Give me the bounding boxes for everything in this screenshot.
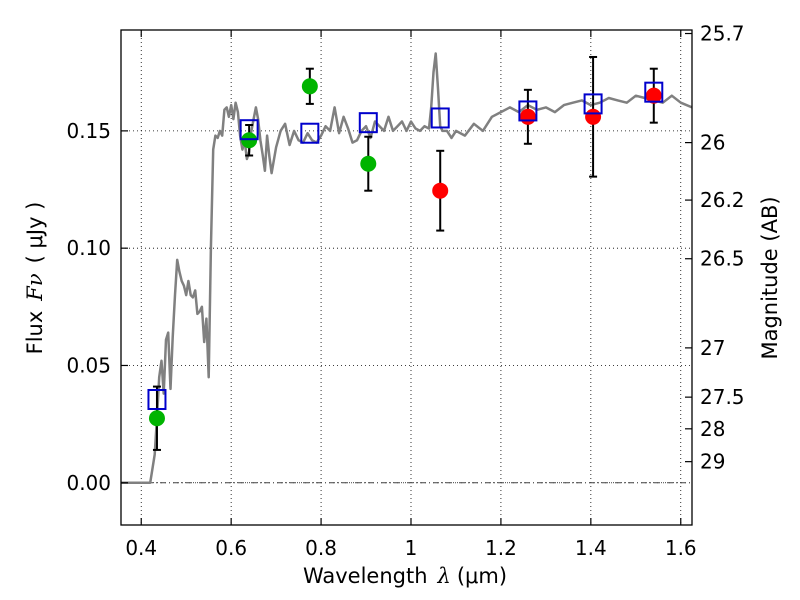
grid-lines bbox=[121, 30, 692, 525]
x-tick-label: 0.4 bbox=[125, 536, 157, 560]
x-axis-label-text: Wavelength bbox=[303, 564, 428, 588]
y-tick-label: 0.05 bbox=[66, 353, 111, 377]
green-data-point bbox=[360, 155, 377, 172]
x-axis-symbol: λ bbox=[437, 564, 451, 588]
x-tick-label: 0.8 bbox=[305, 536, 337, 560]
model-photometry-box bbox=[300, 122, 320, 144]
red-data-point bbox=[519, 108, 536, 125]
red-data-point bbox=[432, 182, 449, 199]
y-tick-label: 0.10 bbox=[66, 236, 111, 260]
y-axis-symbol: Fν bbox=[23, 273, 47, 302]
x-axis-unit: (μm) bbox=[457, 564, 507, 588]
x-tick-label: 1.6 bbox=[665, 536, 697, 560]
green-data-point bbox=[301, 78, 318, 95]
right-tick-label: 29 bbox=[700, 450, 725, 474]
right-tick-label: 26.2 bbox=[700, 188, 745, 212]
red-data-point bbox=[585, 108, 602, 125]
model-spectrum bbox=[121, 52, 692, 485]
x-tick-label: 0.6 bbox=[215, 536, 247, 560]
axis-ticks: 0.4 0.6 0.8 1 1.2 1.4 1.6 0.00 0.05 0.10 0.15 25.7 2… bbox=[66, 22, 744, 560]
model-photometry-box bbox=[583, 93, 603, 115]
right-axis-label: Magnitude (AB) bbox=[758, 196, 782, 359]
x-tick-label: 1.4 bbox=[575, 536, 607, 560]
model-photometry-box bbox=[518, 100, 538, 122]
y-axis-label-text: Flux bbox=[23, 311, 47, 355]
right-tick-label: 25.7 bbox=[700, 22, 745, 46]
model-photometry-box bbox=[239, 119, 259, 141]
right-tick-label: 26 bbox=[700, 131, 725, 155]
model-spectrum-line bbox=[121, 52, 692, 485]
right-tick-label: 27.5 bbox=[700, 385, 745, 409]
right-tick-label: 27 bbox=[700, 336, 725, 360]
y-tick-label: 0.15 bbox=[66, 119, 111, 143]
x-tick-label: 1 bbox=[405, 536, 418, 560]
plot-frame bbox=[120, 29, 693, 526]
red-data-point bbox=[645, 87, 662, 104]
green-data-point bbox=[148, 410, 165, 427]
model-photometry-box bbox=[430, 107, 450, 129]
model-photometry-boxes bbox=[147, 81, 664, 410]
x-axis-label: Wavelength λ (μm) bbox=[303, 564, 507, 588]
y-tick-label: 0.00 bbox=[66, 471, 111, 495]
y-axis-label: Flux Fν ( μJy ) bbox=[23, 202, 47, 355]
model-photometry-box bbox=[358, 112, 378, 134]
green-data-point bbox=[241, 132, 258, 149]
y-axis-unit: ( μJy ) bbox=[23, 202, 47, 264]
right-tick-label: 28 bbox=[700, 417, 725, 441]
right-tick-label: 26.5 bbox=[700, 247, 745, 271]
model-photometry-box bbox=[147, 388, 167, 410]
model-photometry-box bbox=[644, 81, 664, 103]
x-tick-label: 1.2 bbox=[485, 536, 517, 560]
